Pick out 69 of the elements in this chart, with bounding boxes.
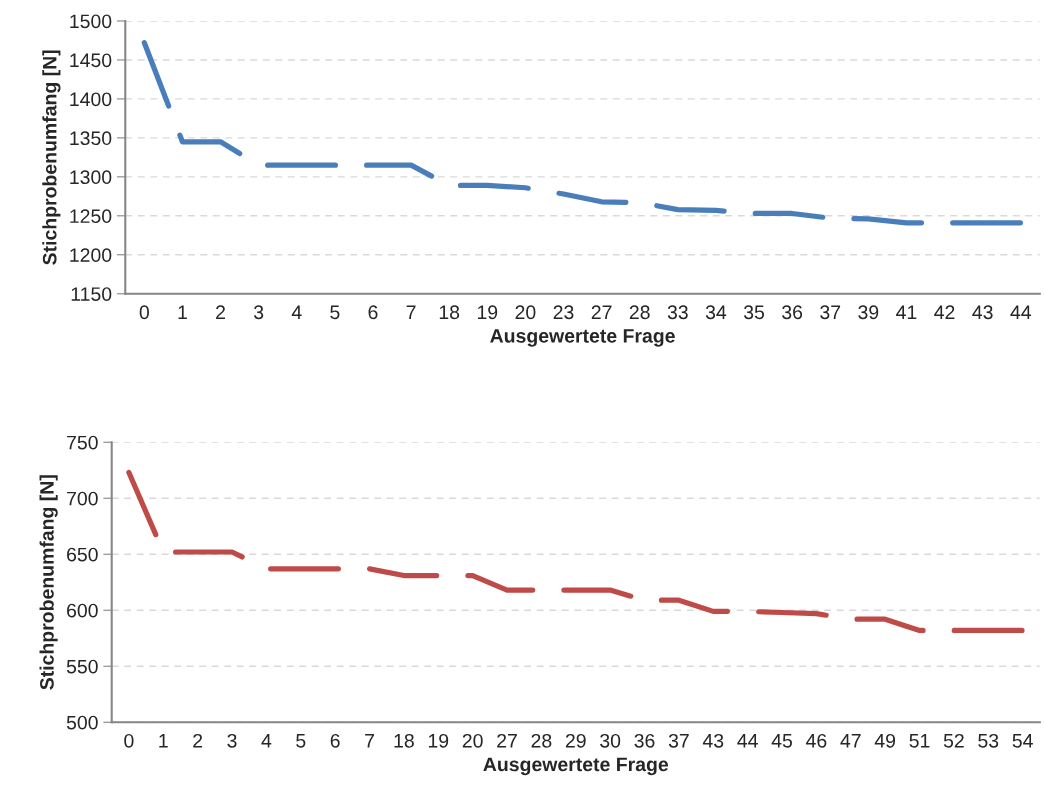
x-tick-label: 3 <box>253 305 264 320</box>
x-tick-label: 37 <box>668 733 689 748</box>
y-axis-title: Stichprobenumfang [N] <box>42 50 61 265</box>
y-tick-label: 1200 <box>70 248 112 263</box>
y-tick-label: 1150 <box>71 287 112 301</box>
x-tick-label: 5 <box>296 734 306 748</box>
x-tick-label: 0 <box>124 733 134 748</box>
x-tick-label: 7 <box>365 734 374 748</box>
x-tick-label: 27 <box>497 733 517 748</box>
y-tick-label: 500 <box>66 715 98 730</box>
x-tick-label: 4 <box>261 734 272 748</box>
x-tick-label: 42 <box>934 305 955 319</box>
x-tick-label: 5 <box>330 305 340 320</box>
x-tick-label: 19 <box>477 305 498 320</box>
x-tick-label: 2 <box>193 733 203 748</box>
x-tick-label: 18 <box>394 733 414 748</box>
x-tick-label: 34 <box>705 305 727 320</box>
x-tick-label: 20 <box>462 733 483 748</box>
x-tick-label: 1 <box>178 305 187 319</box>
x-tick-label: 43 <box>702 733 724 748</box>
x-tick-label: 36 <box>782 305 803 320</box>
x-tick-label: 44 <box>737 734 758 748</box>
x-tick-label: 37 <box>820 305 841 320</box>
x-tick-label: 51 <box>909 734 930 748</box>
x-tick-label: 27 <box>591 305 612 319</box>
y-tick-label: 600 <box>67 603 98 618</box>
x-tick-label: 43 <box>972 305 993 320</box>
y-tick-label: 1450 <box>70 53 112 68</box>
y-tick-label: 1400 <box>70 92 112 107</box>
y-tick-label: 1300 <box>70 170 112 185</box>
y-tick-label: 1500 <box>70 14 112 29</box>
x-tick-label: 28 <box>629 305 650 320</box>
x-tick-label: 6 <box>368 305 378 320</box>
x-tick-label: 49 <box>874 733 896 748</box>
x-tick-label: 28 <box>531 733 552 748</box>
x-tick-label: 41 <box>896 305 917 319</box>
x-tick-label: 44 <box>1010 305 1032 319</box>
x-tick-label: 54 <box>1012 734 1033 748</box>
x-tick-label: 35 <box>743 305 765 320</box>
x-tick-label: 20 <box>515 305 536 320</box>
x-tick-label: 2 <box>216 305 225 319</box>
y-tick-label: 750 <box>67 435 98 450</box>
x-tick-label: 1 <box>159 734 168 748</box>
x-tick-label: 7 <box>406 305 416 319</box>
x-tick-label: 53 <box>978 733 999 748</box>
y-tick-label: 1350 <box>70 131 112 146</box>
y-axis-title: Stichprobenumfang [N] <box>39 475 58 690</box>
x-tick-label: 6 <box>330 733 340 748</box>
y-tick-label: 650 <box>67 547 98 562</box>
x-tick-label: 30 <box>600 733 621 748</box>
x-tick-label: 45 <box>771 734 793 748</box>
x-tick-label: 19 <box>428 733 449 748</box>
x-tick-label: 47 <box>840 734 861 748</box>
x-axis-title: Ausgewertete Frage <box>483 757 669 776</box>
x-tick-label: 39 <box>858 305 879 320</box>
y-tick-label: 700 <box>67 491 98 506</box>
x-tick-label: 52 <box>943 733 964 748</box>
y-tick-label: 550 <box>66 659 98 674</box>
x-tick-label: 29 <box>565 733 586 748</box>
x-axis-title: Ausgewertete Frage <box>490 329 675 347</box>
x-tick-label: 33 <box>667 305 688 320</box>
x-tick-label: 4 <box>291 305 302 319</box>
x-tick-label: 46 <box>806 733 827 748</box>
x-tick-label: 36 <box>634 733 655 748</box>
y-tick-label: 1250 <box>70 209 112 224</box>
x-tick-label: 23 <box>553 305 574 320</box>
x-tick-label: 0 <box>139 305 149 320</box>
x-tick-label: 3 <box>227 733 237 748</box>
x-tick-label: 18 <box>439 305 460 320</box>
